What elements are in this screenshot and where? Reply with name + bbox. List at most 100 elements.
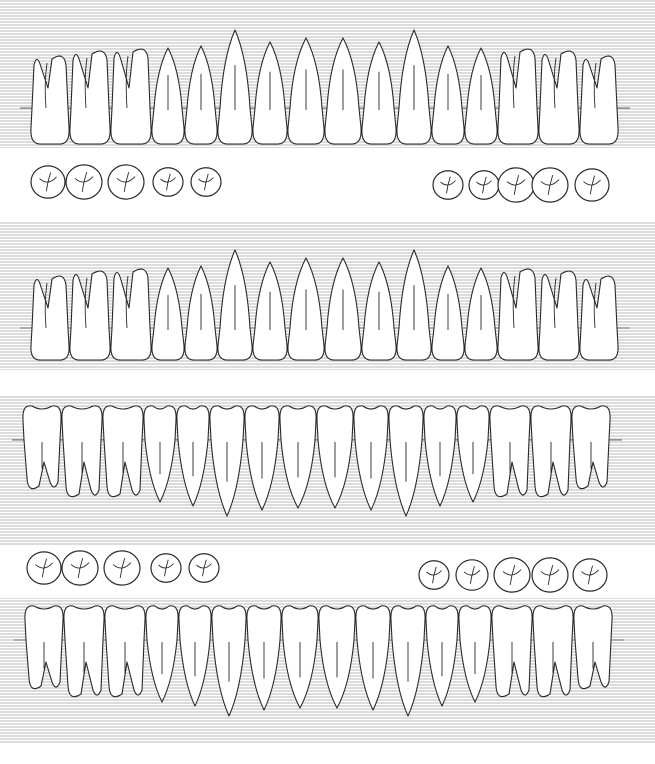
tooth-outline <box>497 48 539 145</box>
upper-tooth <box>151 47 185 145</box>
root-line <box>44 62 48 109</box>
lower-tooth <box>388 405 424 517</box>
fissure-lines <box>476 176 492 194</box>
occlusal-tooth <box>30 165 66 199</box>
occlusal-tooth <box>150 553 182 583</box>
fissure-lines <box>116 171 136 192</box>
lower-tooth <box>423 405 457 507</box>
fissure-lines <box>160 173 176 191</box>
fissure-lines <box>540 564 560 585</box>
tooth-outline <box>30 55 70 145</box>
upper-tooth <box>497 268 539 361</box>
lower-tooth <box>281 605 319 709</box>
upper-tooth <box>110 268 152 361</box>
fissure-lines <box>426 566 442 584</box>
upper-tooth <box>361 261 397 361</box>
upper-tooth <box>252 41 288 145</box>
occlusal-tooth <box>103 550 141 586</box>
occlusal-tooth <box>152 167 184 197</box>
lower-tooth <box>458 605 492 703</box>
upper-tooth <box>579 275 619 361</box>
upper-tooth <box>396 249 432 361</box>
upper-tooth <box>217 29 253 145</box>
upper-tooth <box>287 37 325 145</box>
lower-tooth <box>209 405 245 517</box>
occlusal-tooth <box>574 168 610 202</box>
upper-tooth <box>538 50 580 145</box>
lower-tooth <box>63 605 105 698</box>
upper-arch-row-2 <box>20 249 630 361</box>
upper-tooth <box>69 270 111 361</box>
lower-tooth <box>24 605 64 690</box>
lower-tooth <box>532 605 574 698</box>
fissure-lines <box>198 173 214 191</box>
root-line <box>44 282 48 329</box>
tooth-outline <box>110 48 152 145</box>
upper-tooth <box>287 257 325 361</box>
occlusal-tooth <box>531 557 569 593</box>
root-line <box>593 282 597 329</box>
occlusal-tooth <box>531 167 569 203</box>
fissure-lines <box>440 176 456 194</box>
occlusal-upper-right <box>30 164 222 200</box>
occlusal-tooth <box>188 553 220 583</box>
occlusal-tooth <box>497 167 535 203</box>
upper-tooth <box>151 267 185 361</box>
upper-tooth <box>464 47 498 145</box>
lower-tooth <box>211 605 247 717</box>
occlusal-layer <box>26 164 610 593</box>
lower-tooth <box>145 605 179 703</box>
lower-tooth <box>61 405 103 498</box>
root-line <box>125 275 129 329</box>
fissure-lines <box>70 557 90 578</box>
fissure-lines <box>506 174 526 195</box>
root-line <box>512 275 516 329</box>
fissure-lines <box>74 171 94 192</box>
upper-tooth <box>324 37 362 145</box>
root-line <box>125 55 129 109</box>
occlusal-lower-left <box>418 557 608 593</box>
lower-tooth <box>489 405 531 498</box>
upper-tooth <box>252 261 288 361</box>
lower-tooth <box>176 405 210 507</box>
upper-tooth <box>579 55 619 145</box>
lower-tooth <box>456 405 490 503</box>
teeth-layer <box>12 29 630 717</box>
upper-tooth <box>69 50 111 145</box>
tooth-outline <box>110 268 152 361</box>
lower-tooth <box>104 605 146 698</box>
upper-arch-row-1 <box>20 29 630 145</box>
lower-arch-row-1 <box>12 405 622 517</box>
occlusal-lower-right <box>26 550 220 586</box>
upper-tooth <box>538 270 580 361</box>
fissure-lines <box>581 565 599 585</box>
fissure-lines <box>158 559 174 577</box>
occlusal-tooth <box>190 167 222 197</box>
root-line <box>512 55 516 109</box>
root-line <box>84 277 88 329</box>
root-line <box>593 62 597 109</box>
occlusal-tooth <box>107 164 145 200</box>
tooth-outline <box>579 55 619 145</box>
lower-tooth <box>22 405 62 490</box>
lower-tooth <box>355 605 391 711</box>
occlusal-tooth <box>455 559 489 591</box>
fissure-lines <box>112 557 132 578</box>
lower-tooth <box>143 405 177 503</box>
root-line <box>553 277 557 329</box>
upper-tooth <box>497 48 539 145</box>
upper-tooth <box>30 275 70 361</box>
lower-tooth <box>178 605 212 707</box>
fissure-lines <box>583 175 601 195</box>
occlusal-tooth <box>493 557 531 593</box>
lower-tooth <box>530 405 572 498</box>
tooth-outline <box>538 270 580 361</box>
occlusal-tooth <box>468 170 500 200</box>
fissure-lines <box>540 174 560 195</box>
upper-tooth <box>184 45 218 145</box>
tooth-outline <box>497 268 539 361</box>
occlusal-tooth <box>418 560 450 590</box>
upper-tooth <box>110 48 152 145</box>
